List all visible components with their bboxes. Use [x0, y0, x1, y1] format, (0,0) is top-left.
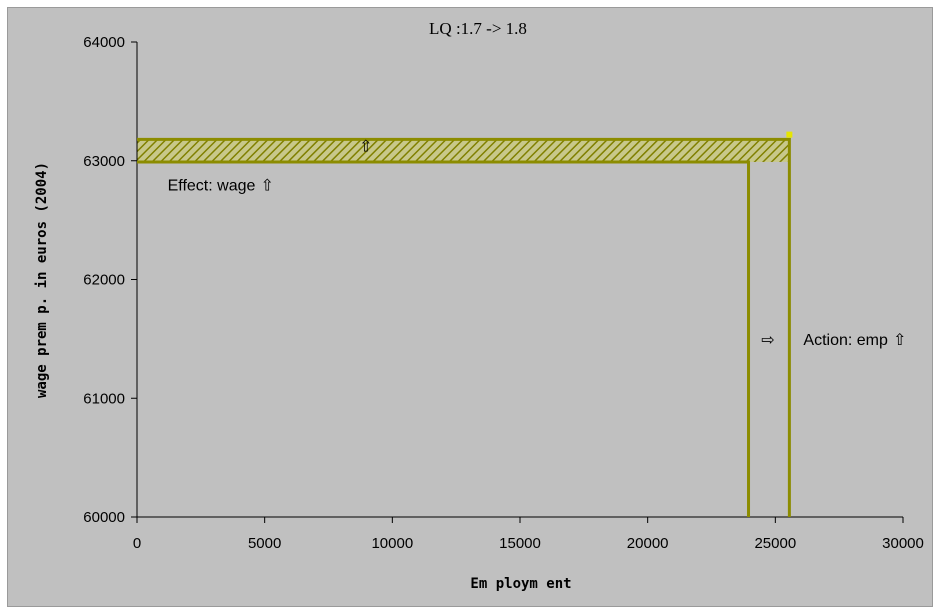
- y-tick-label: 62000: [83, 272, 125, 289]
- x-tick-label: 20000: [627, 535, 669, 552]
- y-tick-label: 61000: [83, 390, 125, 407]
- hatched-band: [137, 139, 790, 162]
- y-tick-label: 64000: [83, 34, 125, 51]
- data-marker: [786, 131, 793, 138]
- series-line-1: [137, 160, 751, 517]
- y-axis-title: wage prem p. in euros (2004): [34, 162, 50, 398]
- chart-area: 60000 61000 62000 63000 64000 0 5000 10000 15000…: [7, 7, 933, 607]
- x-tick-label: 30000: [882, 535, 924, 552]
- x-tick-label: 25000: [754, 535, 796, 552]
- x-tick-label: 5000: [248, 535, 281, 552]
- x-axis-title: Em ploym ent: [470, 576, 571, 592]
- up-arrow-icon: ⇧: [888, 330, 907, 349]
- y-tick-label: 63000: [83, 153, 125, 170]
- annotation-4: ⇧: [359, 138, 372, 155]
- x-tick-label: 10000: [371, 535, 413, 552]
- annotation-1: Effect: wage ⇧: [168, 175, 274, 194]
- annotation-3: ⇨: [761, 332, 774, 349]
- chart-title: LQ :1.7 -> 1.8: [429, 19, 527, 38]
- chart-svg: 60000 61000 62000 63000 64000 0 5000 10000 15000…: [34, 19, 924, 592]
- up-arrow-icon: ⇧: [255, 175, 274, 194]
- x-tick-label: 15000: [499, 535, 541, 552]
- annotation-2: Action: emp ⇧: [803, 330, 906, 349]
- series-line-2: [137, 137, 791, 517]
- y-tick-label: 60000: [83, 509, 125, 526]
- x-tick-label: 0: [133, 535, 141, 552]
